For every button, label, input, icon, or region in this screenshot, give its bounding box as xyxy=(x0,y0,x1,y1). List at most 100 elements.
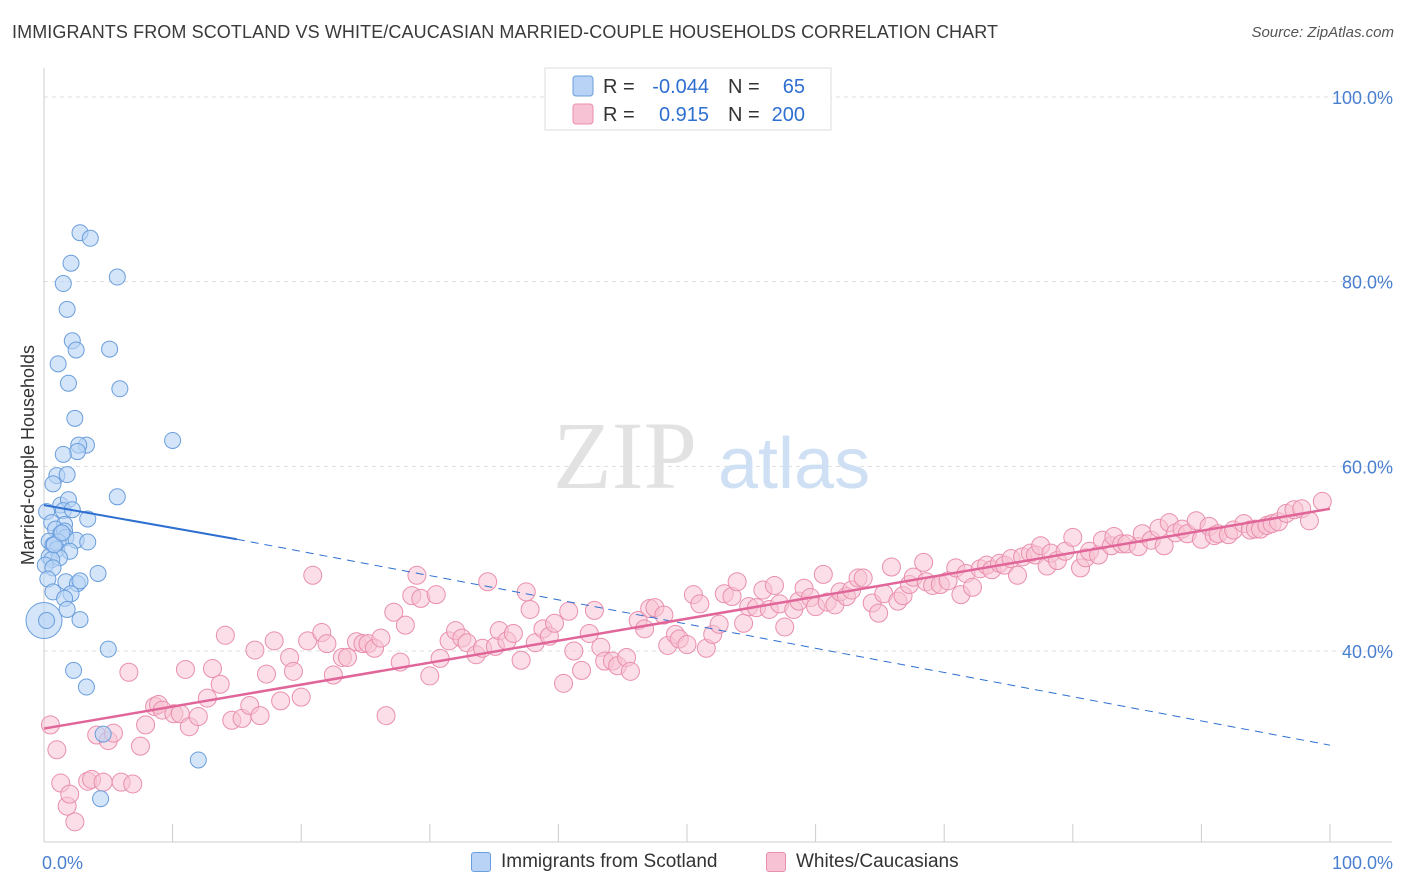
chart-source: Source: ZipAtlas.com xyxy=(1251,24,1394,41)
trendlines xyxy=(43,504,1331,746)
data-point-whites xyxy=(123,774,143,794)
data-point-scotland xyxy=(65,661,83,679)
data-point-whites xyxy=(677,635,697,655)
data-point-scotland xyxy=(54,275,72,293)
data-point-whites xyxy=(136,715,156,735)
data-point-scotland xyxy=(92,790,110,808)
legend-r-label-2: R = xyxy=(603,104,635,126)
legend-label-scotland: Immigrants from Scotland xyxy=(501,851,718,872)
data-point-scotland xyxy=(108,488,126,506)
data-point-whites xyxy=(264,631,284,651)
data-point-whites xyxy=(303,565,323,585)
data-point-scotland xyxy=(45,536,63,554)
data-point-whites xyxy=(511,650,531,670)
legend-r-value-2: 0.915 xyxy=(659,104,709,126)
data-point-whites xyxy=(764,575,784,595)
data-point-whites xyxy=(130,736,150,756)
data-point-whites xyxy=(545,613,565,633)
watermark-zip: ZIP xyxy=(553,402,697,509)
trendline-scotland-solid xyxy=(43,504,238,541)
data-point-whites xyxy=(371,628,391,648)
data-point-scotland xyxy=(66,409,84,427)
data-point-scotland xyxy=(44,475,62,493)
data-point-whites xyxy=(1312,491,1332,511)
data-point-scotland xyxy=(62,254,80,272)
data-point-scotland xyxy=(111,380,129,398)
data-point-whites xyxy=(1008,565,1028,585)
series-whites-points xyxy=(40,491,1332,832)
data-point-scotland xyxy=(81,229,99,247)
chart-title: IMMIGRANTS FROM SCOTLAND VS WHITE/CAUCAS… xyxy=(12,22,999,42)
data-point-whites xyxy=(271,691,291,711)
data-point-whites xyxy=(654,605,674,625)
data-point-scotland xyxy=(53,524,71,542)
data-point-whites xyxy=(40,715,60,735)
data-point-whites xyxy=(119,662,139,682)
data-point-whites xyxy=(914,552,934,572)
trendline-whites xyxy=(43,507,1331,730)
data-point-scotland xyxy=(94,725,112,743)
data-point-whites xyxy=(853,568,873,588)
y-tick-label: 40.0% xyxy=(1342,642,1393,662)
data-point-scotland xyxy=(79,510,97,528)
data-point-scotland xyxy=(58,300,76,318)
trendline-scotland-dashed xyxy=(236,538,1331,746)
data-point-whites xyxy=(395,615,415,635)
legend-swatch-scotland xyxy=(471,852,491,872)
data-point-whites xyxy=(426,585,446,605)
data-point-whites xyxy=(584,600,604,620)
data-point-whites xyxy=(620,661,640,681)
data-point-scotland xyxy=(71,611,89,629)
y-tick-label: 100.0% xyxy=(1332,88,1393,108)
data-point-scotland xyxy=(38,612,56,630)
data-point-whites xyxy=(420,666,440,686)
data-point-whites xyxy=(869,603,889,623)
data-point-whites xyxy=(291,687,311,707)
data-point-whites xyxy=(503,623,523,643)
data-point-whites xyxy=(734,613,754,633)
data-point-scotland xyxy=(77,678,95,696)
data-point-scotland xyxy=(79,533,97,551)
data-point-whites xyxy=(1063,527,1083,547)
data-point-whites xyxy=(376,706,396,726)
data-point-whites xyxy=(250,706,270,726)
legend-swatch-whites xyxy=(766,852,786,872)
data-point-scotland xyxy=(58,466,76,484)
data-point-scotland xyxy=(189,751,207,769)
data-point-whites xyxy=(65,812,85,832)
data-point-scotland xyxy=(89,564,107,582)
legend-item-scotland: Immigrants from Scotland xyxy=(471,851,717,873)
y-tick-label: 60.0% xyxy=(1342,457,1393,477)
legend-r-value-1: -0.044 xyxy=(652,76,709,98)
data-point-whites xyxy=(572,660,592,680)
legend-swatch-blue xyxy=(572,75,594,97)
data-point-whites xyxy=(93,772,113,792)
data-point-whites xyxy=(175,659,195,679)
data-point-scotland xyxy=(101,340,119,358)
data-point-whites xyxy=(727,572,747,592)
data-point-scotland xyxy=(54,445,72,463)
data-point-scotland xyxy=(59,374,77,392)
legend-n-label-1: N = xyxy=(728,76,760,98)
data-point-whites xyxy=(520,599,540,619)
data-point-whites xyxy=(215,625,235,645)
data-point-whites xyxy=(559,601,579,621)
y-tick-label: 80.0% xyxy=(1342,273,1393,293)
data-point-scotland xyxy=(68,443,86,461)
legend-n-value-2: 200 xyxy=(772,104,805,126)
data-point-scotland xyxy=(108,268,126,286)
legend-item-whites: Whites/Caucasians xyxy=(766,851,959,873)
data-point-whites xyxy=(407,565,427,585)
data-point-whites xyxy=(60,784,80,804)
data-point-whites xyxy=(554,673,574,693)
x-tick-label-max: 100.0% xyxy=(1332,853,1393,873)
data-point-whites xyxy=(775,617,795,637)
data-point-whites xyxy=(430,648,450,668)
x-tick-label-min: 0.0% xyxy=(42,853,83,873)
watermark-atlas: atlas xyxy=(718,424,870,504)
data-point-scotland xyxy=(67,341,85,359)
data-point-whites xyxy=(256,664,276,684)
data-point-whites xyxy=(245,640,265,660)
data-point-scotland xyxy=(164,431,182,449)
